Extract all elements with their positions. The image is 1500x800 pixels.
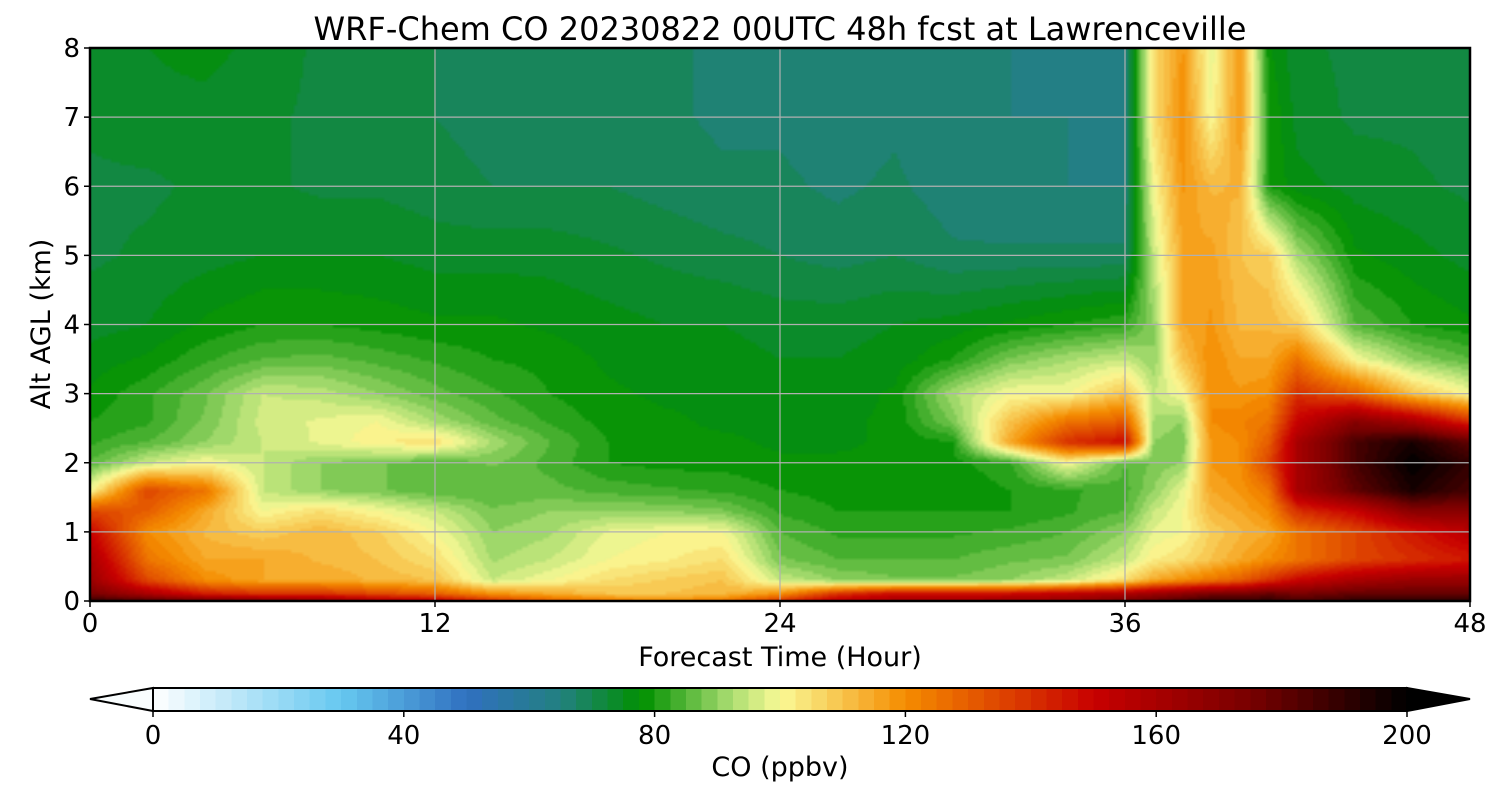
- y-tick-label: 5: [63, 241, 80, 271]
- x-tick-label: 12: [418, 609, 451, 639]
- colorbar-tick-label: 200: [1382, 721, 1432, 751]
- colorbar: 0 40 80 120 160 200 CO (ppbv): [89, 686, 1471, 783]
- colorbar-scale: [153, 688, 1407, 711]
- y-axis: 0 1 2 3 4 5 6 7 8: [63, 34, 90, 617]
- colorbar-tick-label: 0: [145, 721, 162, 751]
- x-axis-label: Forecast Time (Hour): [638, 642, 922, 673]
- x-tick-label: 36: [1108, 609, 1141, 639]
- y-tick-label: 4: [63, 311, 80, 341]
- chart-title: WRF-Chem CO 20230822 00UTC 48h fcst at L…: [314, 10, 1247, 48]
- x-tick-label: 48: [1453, 609, 1486, 639]
- x-tick-label: 24: [763, 609, 796, 639]
- colorbar-tick-label: 120: [881, 721, 931, 751]
- colorbar-tick-label: 80: [638, 721, 671, 751]
- colorbar-tick-label: 160: [1131, 721, 1181, 751]
- y-tick-label: 6: [63, 172, 80, 202]
- y-axis-label: Alt AGL (km): [26, 239, 57, 410]
- colorbar-extend-low: [89, 686, 154, 713]
- colorbar-ticks: 0 40 80 120 160 200: [145, 711, 1432, 751]
- x-tick-label: 0: [82, 609, 99, 639]
- y-tick-label: 3: [63, 380, 80, 410]
- y-tick-label: 0: [63, 587, 80, 617]
- y-tick-label: 8: [63, 34, 80, 64]
- colorbar-tick-label: 40: [387, 721, 420, 751]
- y-tick-label: 7: [63, 103, 80, 133]
- x-axis: 0 12 24 36 48: [82, 601, 1487, 639]
- colorbar-extend-high: [1406, 686, 1471, 713]
- y-tick-label: 2: [63, 449, 80, 479]
- colorbar-frame: [152, 687, 1408, 712]
- y-tick-label: 1: [63, 518, 80, 548]
- colorbar-label: CO (ppbv): [711, 752, 848, 783]
